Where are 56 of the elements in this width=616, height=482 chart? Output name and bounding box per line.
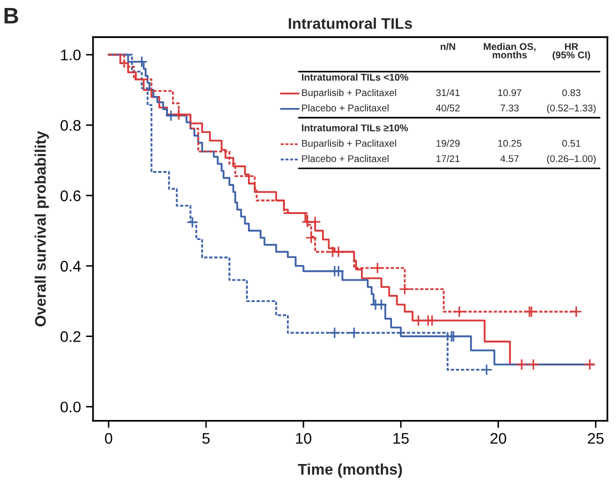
- legend-label: Buparlisib + Paclitaxel: [302, 88, 396, 98]
- legend-label: Placebo + Paclitaxel: [302, 154, 389, 162]
- x-tick-label: 0: [104, 432, 112, 444]
- point: [186, 216, 198, 228]
- point: [398, 283, 411, 296]
- x-tick-label: 25: [588, 432, 604, 444]
- x-tick-label: 5: [202, 433, 210, 444]
- point: [426, 314, 438, 326]
- x-axis-title: Time (months): [298, 464, 402, 478]
- annotation: 4.57: [500, 155, 519, 162]
- point: [527, 358, 540, 370]
- point: [516, 358, 528, 370]
- point: [326, 246, 339, 258]
- y-tick-label: 0.6: [60, 190, 81, 202]
- annotation: 10.25: [498, 140, 522, 147]
- y-tick-label: 0.4: [60, 260, 81, 272]
- chart-title: Intratumoral TILs: [288, 18, 412, 29]
- annotation: (0.52–1.33): [547, 104, 596, 114]
- annotation: 7.33: [500, 104, 519, 112]
- y-tick-label: 0.0: [60, 402, 81, 412]
- annotation: 10.97: [498, 89, 522, 96]
- legend-label: Buparlisib + Paclitaxel: [302, 140, 396, 149]
- legend-label: Placebo + Paclitaxel: [302, 104, 389, 112]
- point: [309, 216, 322, 228]
- point: [332, 265, 344, 278]
- annotation: 17/21: [436, 154, 460, 162]
- annotation: 0.83: [562, 89, 580, 96]
- point: [480, 364, 492, 376]
- point: [372, 262, 384, 274]
- x-tick-label: 10: [296, 432, 312, 444]
- y-tick-label: 0.8: [60, 120, 81, 131]
- annotation: 0.51: [562, 140, 580, 147]
- point: [375, 298, 388, 311]
- point: [172, 108, 185, 120]
- x-tick-label: 15: [394, 433, 409, 444]
- point: [412, 314, 424, 326]
- point: [453, 306, 466, 318]
- point: [165, 110, 177, 122]
- y-tick-label: 1.0: [61, 50, 81, 60]
- annotation: 40/52: [436, 104, 460, 112]
- annotation: HR (95% CI): [552, 43, 590, 60]
- annotation: n/N: [440, 42, 456, 50]
- annotation: Median OS, months: [484, 42, 536, 58]
- point: [584, 358, 596, 370]
- annotation: 31/41: [436, 88, 460, 96]
- annotation: Intratumoral TILs <10%: [302, 74, 408, 81]
- text: B: [4, 8, 18, 24]
- annotation: 19/29: [436, 140, 460, 147]
- y-axis-title: Overall survival probability: [34, 130, 49, 326]
- y-tick-label: 0.2: [60, 331, 80, 342]
- point: [328, 326, 341, 339]
- annotation: Intratumoral TILs ≥10%: [302, 124, 408, 132]
- point: [305, 232, 318, 244]
- x-tick-label: 20: [490, 432, 506, 444]
- annotation: (0.26–1.00): [547, 154, 596, 164]
- point: [570, 306, 582, 318]
